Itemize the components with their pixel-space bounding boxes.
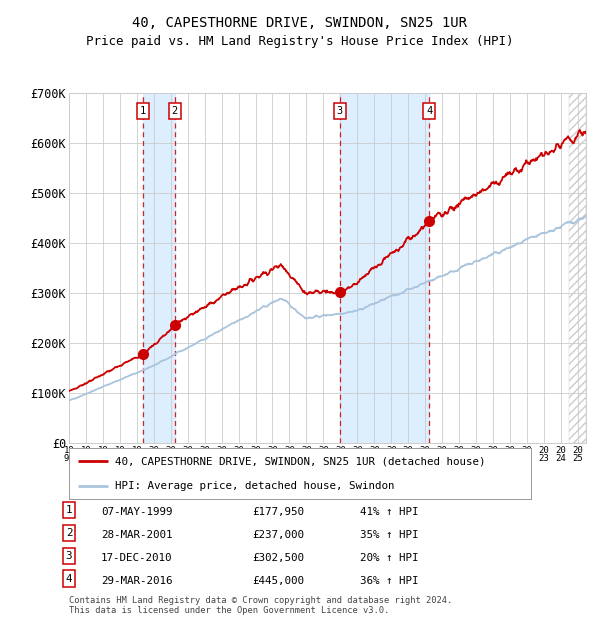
Bar: [340, 93, 429, 443]
Text: 20% ↑ HPI: 20% ↑ HPI: [360, 553, 419, 563]
Text: 3: 3: [337, 106, 343, 117]
Text: £445,000: £445,000: [252, 576, 304, 586]
Text: Contains HM Land Registry data © Crown copyright and database right 2024.
This d: Contains HM Land Registry data © Crown c…: [69, 596, 452, 615]
Text: 17-DEC-2010: 17-DEC-2010: [101, 553, 172, 563]
Text: 40, CAPESTHORNE DRIVE, SWINDON, SN25 1UR (detached house): 40, CAPESTHORNE DRIVE, SWINDON, SN25 1UR…: [115, 456, 486, 466]
Text: Price paid vs. HM Land Registry's House Price Index (HPI): Price paid vs. HM Land Registry's House …: [86, 35, 514, 48]
Text: 3: 3: [66, 551, 72, 560]
Text: 2: 2: [172, 106, 178, 117]
Text: 29-MAR-2016: 29-MAR-2016: [101, 576, 172, 586]
Text: 35% ↑ HPI: 35% ↑ HPI: [360, 530, 419, 540]
Text: HPI: Average price, detached house, Swindon: HPI: Average price, detached house, Swin…: [115, 481, 395, 491]
Text: £177,950: £177,950: [252, 507, 304, 517]
Text: 4: 4: [426, 106, 432, 117]
Text: 36% ↑ HPI: 36% ↑ HPI: [360, 576, 419, 586]
Bar: [143, 93, 175, 443]
Text: £237,000: £237,000: [252, 530, 304, 540]
Text: 28-MAR-2001: 28-MAR-2001: [101, 530, 172, 540]
Text: 07-MAY-1999: 07-MAY-1999: [101, 507, 172, 517]
Text: 1: 1: [66, 505, 72, 515]
Text: £302,500: £302,500: [252, 553, 304, 563]
Text: 4: 4: [66, 574, 72, 583]
Text: 2: 2: [66, 528, 72, 538]
Text: 41% ↑ HPI: 41% ↑ HPI: [360, 507, 419, 517]
Text: 40, CAPESTHORNE DRIVE, SWINDON, SN25 1UR: 40, CAPESTHORNE DRIVE, SWINDON, SN25 1UR: [133, 16, 467, 30]
Text: 1: 1: [140, 106, 146, 117]
